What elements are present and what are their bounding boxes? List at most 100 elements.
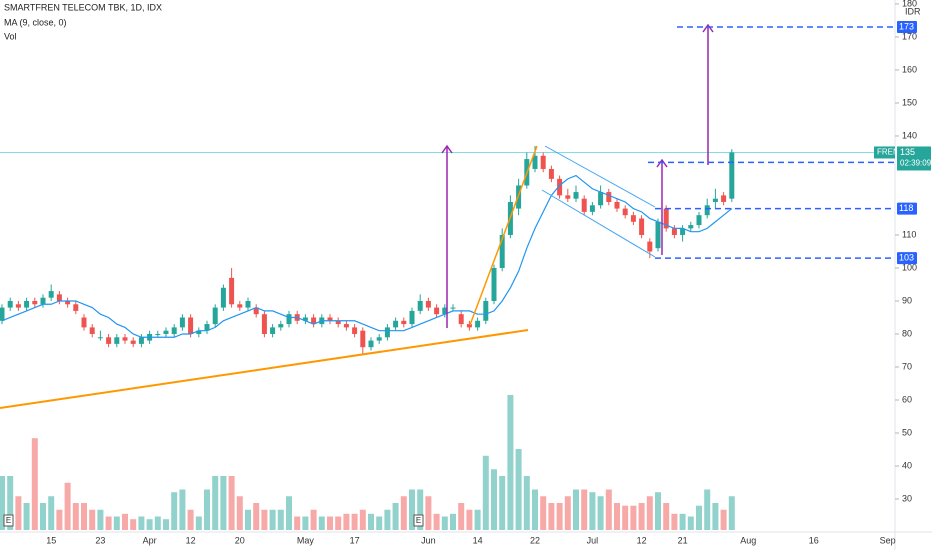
volume-bar xyxy=(589,492,596,530)
candle-body xyxy=(606,192,612,202)
candle-body xyxy=(442,307,448,315)
symbol-box xyxy=(874,146,895,159)
x-tick-label: 23 xyxy=(95,535,105,545)
y-tick-label: 50 xyxy=(902,427,912,437)
volume-bar xyxy=(466,509,473,530)
trend-line xyxy=(0,329,529,409)
volume-bar xyxy=(228,476,235,530)
level-label: 103 xyxy=(899,252,914,262)
drawings xyxy=(0,23,714,409)
candle-body xyxy=(450,307,456,309)
candle-body xyxy=(425,300,431,308)
candle-body xyxy=(188,317,194,334)
volume-bar xyxy=(638,503,645,530)
volume-bar xyxy=(573,489,579,530)
x-tick-label: 21 xyxy=(678,535,688,545)
arrow-head xyxy=(656,158,668,168)
volume-bar xyxy=(351,513,358,530)
volume-bar xyxy=(712,503,719,530)
candle-body xyxy=(614,201,620,209)
candle-body xyxy=(696,215,702,226)
volume-bar xyxy=(441,516,448,530)
volume-bar xyxy=(630,505,637,530)
candle-body xyxy=(7,300,13,308)
candle-body xyxy=(179,317,185,328)
candle-body xyxy=(475,320,481,328)
candle-body xyxy=(343,324,349,328)
volume-bar xyxy=(556,503,563,530)
volume-bar xyxy=(327,516,333,530)
x-tick-label: Apr xyxy=(143,535,157,545)
y-tick-label: 150 xyxy=(902,97,917,107)
candle-body xyxy=(712,198,718,202)
y-tick-label: 110 xyxy=(902,229,916,239)
candle-body xyxy=(229,277,235,305)
volume-bar xyxy=(277,509,284,530)
candle-body xyxy=(376,337,382,341)
volume-bar xyxy=(105,516,112,530)
candle-body xyxy=(106,337,112,344)
candle-body xyxy=(163,330,169,334)
candle-body xyxy=(368,340,374,348)
candle-body xyxy=(327,317,333,321)
candle-body xyxy=(458,314,464,325)
volume-bar xyxy=(532,489,538,530)
x-tick-label: 17 xyxy=(350,535,360,545)
volume-bar xyxy=(564,496,571,530)
candle-body xyxy=(630,215,636,222)
level-label: 118 xyxy=(899,203,913,213)
volume-bar xyxy=(261,509,268,530)
y-tick-label: 140 xyxy=(902,130,917,140)
volume-bar xyxy=(7,476,14,530)
candle-body xyxy=(73,304,79,311)
volume-bar xyxy=(614,503,620,530)
candle-body xyxy=(204,324,210,331)
volume-bar xyxy=(343,513,350,530)
volume-bar xyxy=(15,496,22,530)
candle-body xyxy=(171,327,177,334)
level-label: 173 xyxy=(899,21,914,31)
volume-bar xyxy=(286,496,292,530)
x-tick-label: 15 xyxy=(46,535,56,545)
candle-body xyxy=(81,317,87,328)
earnings-marker: E xyxy=(6,516,11,525)
volume-bar xyxy=(687,516,694,530)
volume-bar xyxy=(581,489,588,530)
candle-body xyxy=(573,192,579,199)
volume-bar xyxy=(474,509,481,530)
arrow-head xyxy=(702,23,714,33)
last-price-box xyxy=(897,146,931,171)
x-tick-label: 12 xyxy=(637,535,647,545)
candle-body xyxy=(212,307,218,325)
candle-body xyxy=(40,297,46,305)
candle-body xyxy=(581,198,587,212)
channel-line xyxy=(541,189,656,258)
volume-bar xyxy=(23,503,30,530)
volume-bar xyxy=(359,509,366,530)
candle-body xyxy=(663,208,669,229)
volume-bar xyxy=(671,513,678,530)
candle-body xyxy=(589,205,595,212)
earnings-box xyxy=(413,514,424,527)
candle-body xyxy=(434,307,440,315)
chart-title: SMARTFREN TELECOM TBK, 1D, IDX xyxy=(4,2,162,12)
candle-body xyxy=(532,155,538,169)
volume-bar xyxy=(187,509,194,530)
candle-body xyxy=(655,221,661,249)
candle-body xyxy=(540,155,546,169)
candle-body xyxy=(384,327,390,338)
volume-bar xyxy=(220,476,227,530)
candle-body xyxy=(220,287,226,308)
volume-bar xyxy=(335,516,342,530)
candle-body xyxy=(278,324,284,328)
volume-bar xyxy=(195,516,202,530)
y-tick-label: 40 xyxy=(902,460,912,470)
volume-bar xyxy=(704,489,711,530)
candle-body xyxy=(466,324,472,328)
candle-body xyxy=(335,320,341,325)
volume-bar xyxy=(113,516,120,530)
volume-bar xyxy=(425,496,432,530)
volume-bar xyxy=(392,503,399,530)
volume-bar xyxy=(31,438,38,530)
